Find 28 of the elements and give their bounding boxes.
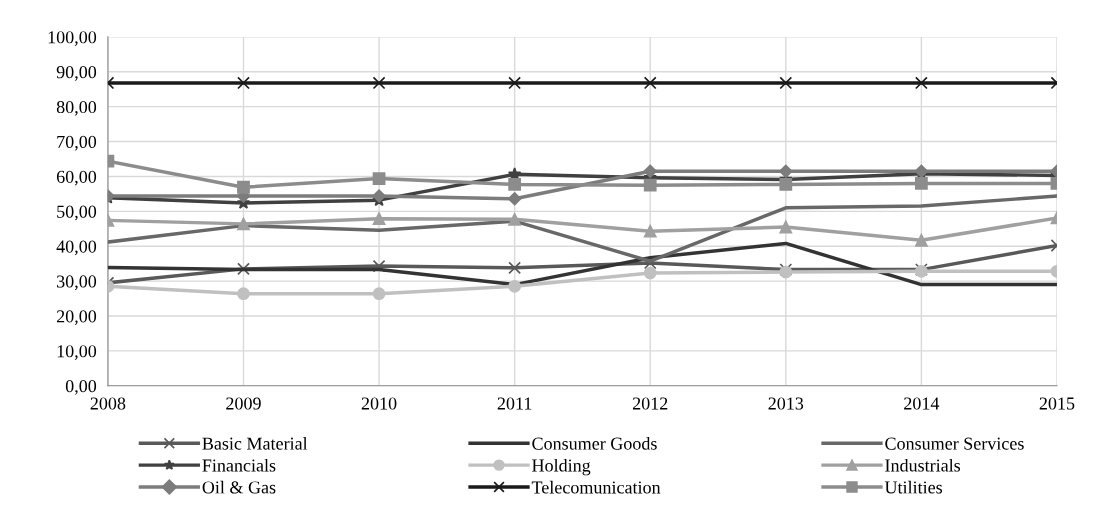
x-tick-label: 2012 (632, 397, 668, 410)
y-tick-label: 10,00 (57, 345, 97, 360)
legend-label: Consumer Goods (532, 437, 657, 450)
y-tick-label: 0,00 (65, 380, 97, 395)
x-tick-label: 2009 (226, 397, 261, 410)
y-tick-label: 20,00 (56, 310, 97, 326)
y-tick-label: 70,00 (57, 135, 97, 151)
legend-label: Basic Material (202, 437, 308, 450)
y-tick-label: 30,00 (57, 275, 97, 291)
y-tick-label: 90,00 (56, 66, 97, 81)
x-tick-label: 2013 (768, 397, 804, 410)
y-tick-label: 60,00 (56, 170, 97, 186)
legend-label: Consumer Services (885, 437, 1024, 450)
legend-label: Holding (532, 458, 591, 476)
y-tick-label: 100,00 (48, 31, 97, 46)
x-tick-label: 2008 (90, 397, 126, 410)
legend-label: Utilities (884, 480, 943, 494)
y-tick-label: 40,00 (56, 240, 97, 256)
x-tick-label: 2010 (361, 397, 397, 410)
x-tick-label: 2014 (904, 397, 940, 410)
legend-label: Industrials (885, 458, 961, 472)
x-tick-label: 2011 (497, 397, 532, 410)
x-tick-label: 2015 (1039, 397, 1075, 410)
legend-label: Telecomunication (531, 480, 661, 494)
legend-label: Oil & Gas (202, 480, 276, 494)
y-tick-label: 80,00 (56, 100, 97, 116)
y-tick-label: 50,00 (57, 205, 97, 221)
legend-label: Financials (202, 458, 276, 472)
